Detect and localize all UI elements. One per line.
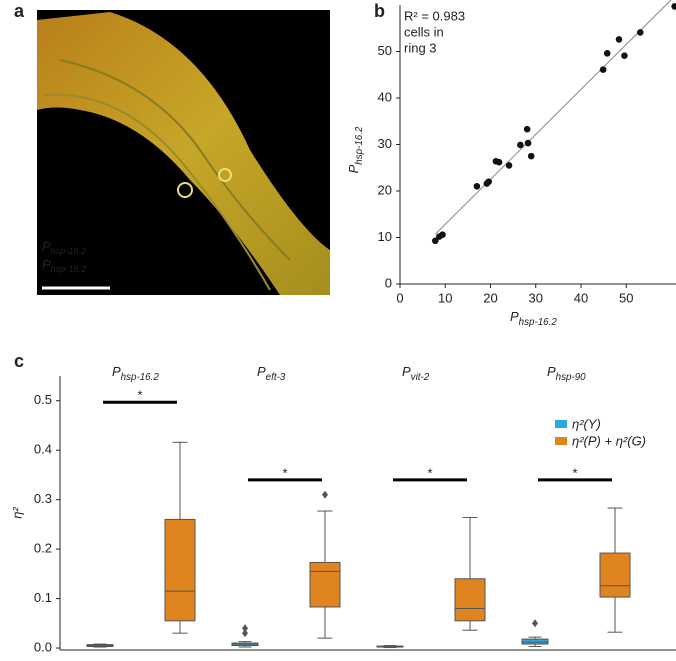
point bbox=[636, 29, 644, 36]
label-subscript: hsp-16.2 bbox=[519, 317, 558, 328]
y-tick-label: 0.4 bbox=[34, 442, 52, 457]
subscript-label: Pvit-2 bbox=[402, 364, 430, 382]
significance-label: * bbox=[137, 388, 142, 403]
label-base: P bbox=[257, 364, 266, 379]
subscript-label: Phsp-16.2 bbox=[510, 309, 557, 327]
x-tick-label: 10 bbox=[438, 290, 452, 305]
y-tick-label: 50 bbox=[378, 43, 392, 58]
y-tick-label: 20 bbox=[378, 182, 392, 197]
label-subscript: hsp-16.2 bbox=[51, 246, 86, 256]
box bbox=[164, 518, 196, 622]
outlier bbox=[322, 490, 328, 499]
point bbox=[671, 3, 676, 10]
label-subscript: eft-3 bbox=[266, 372, 286, 383]
box bbox=[599, 552, 631, 598]
label-base: P bbox=[547, 364, 556, 379]
y-tick-label: 40 bbox=[378, 89, 392, 104]
y-tick-label: 0.5 bbox=[34, 392, 52, 407]
panel-label: b bbox=[374, 1, 385, 21]
subscript-label: Peft-3 bbox=[257, 364, 286, 382]
point bbox=[615, 36, 623, 43]
subscript-label: Phsp-16.2 bbox=[42, 239, 86, 256]
point bbox=[485, 178, 492, 185]
legend-swatch bbox=[555, 437, 567, 445]
x-tick-label: 0 bbox=[396, 290, 403, 305]
point bbox=[431, 237, 439, 245]
point bbox=[517, 141, 524, 149]
point bbox=[524, 139, 532, 147]
panel-label: a bbox=[14, 1, 25, 21]
annotation: R² = 0.983 bbox=[404, 8, 465, 23]
label-base: P bbox=[510, 309, 519, 324]
label-subscript: hsp-16.2 bbox=[354, 126, 365, 165]
label-subscript: hsp-16.2 bbox=[121, 372, 160, 383]
outlier bbox=[242, 624, 248, 633]
y-axis-label: η² bbox=[9, 507, 24, 519]
label-subscript: hsp-16.2 bbox=[51, 264, 86, 274]
y-tick-label: 30 bbox=[378, 136, 392, 151]
fit-line bbox=[434, 0, 672, 235]
x-tick-label: 20 bbox=[483, 290, 497, 305]
significance-label: * bbox=[282, 465, 287, 480]
x-tick-label: 50 bbox=[619, 290, 633, 305]
legend-swatch bbox=[555, 420, 567, 428]
box bbox=[454, 578, 486, 622]
outlier bbox=[532, 619, 538, 628]
y-tick-label: 0.1 bbox=[34, 590, 52, 605]
significance-label: * bbox=[427, 465, 432, 480]
subscript-label: Phsp-90 bbox=[547, 364, 586, 382]
subscript-label: Phsp-16.2 bbox=[42, 257, 86, 274]
point bbox=[523, 125, 531, 133]
micrograph bbox=[37, 10, 330, 295]
x-tick-label: 40 bbox=[574, 290, 588, 305]
point bbox=[473, 183, 481, 190]
box bbox=[309, 561, 341, 608]
annotation: cells in bbox=[404, 24, 444, 39]
annotation: ring 3 bbox=[404, 40, 437, 55]
label-base: P bbox=[42, 257, 51, 272]
y-tick-label: 10 bbox=[378, 229, 392, 244]
point bbox=[621, 52, 628, 59]
y-tick-label: 0 bbox=[385, 275, 392, 290]
y-tick-label: 0.0 bbox=[34, 639, 52, 654]
legend-label: η²(Y) bbox=[572, 416, 601, 431]
x-tick-label: 30 bbox=[529, 290, 543, 305]
label-base: P bbox=[42, 239, 51, 254]
outlier bbox=[242, 629, 248, 638]
point bbox=[603, 50, 611, 57]
point bbox=[495, 158, 503, 166]
panel-label: c bbox=[14, 351, 24, 371]
point bbox=[527, 152, 535, 160]
label-subscript: vit-2 bbox=[411, 372, 430, 383]
point bbox=[439, 231, 446, 239]
point bbox=[505, 162, 513, 169]
label-base: P bbox=[346, 164, 361, 173]
significance-label: * bbox=[572, 465, 577, 480]
point bbox=[599, 66, 607, 73]
subscript-label: Phsp-16.2 bbox=[112, 364, 159, 382]
label-subscript: hsp-90 bbox=[556, 372, 587, 383]
y-tick-label: 0.3 bbox=[34, 491, 52, 506]
y-tick-label: 0.2 bbox=[34, 541, 52, 556]
subscript-label: Phsp-16.2 bbox=[346, 126, 364, 173]
label-base: P bbox=[402, 364, 411, 379]
legend-label: η²(P) + η²(G) bbox=[572, 433, 646, 448]
label-base: P bbox=[112, 364, 121, 379]
